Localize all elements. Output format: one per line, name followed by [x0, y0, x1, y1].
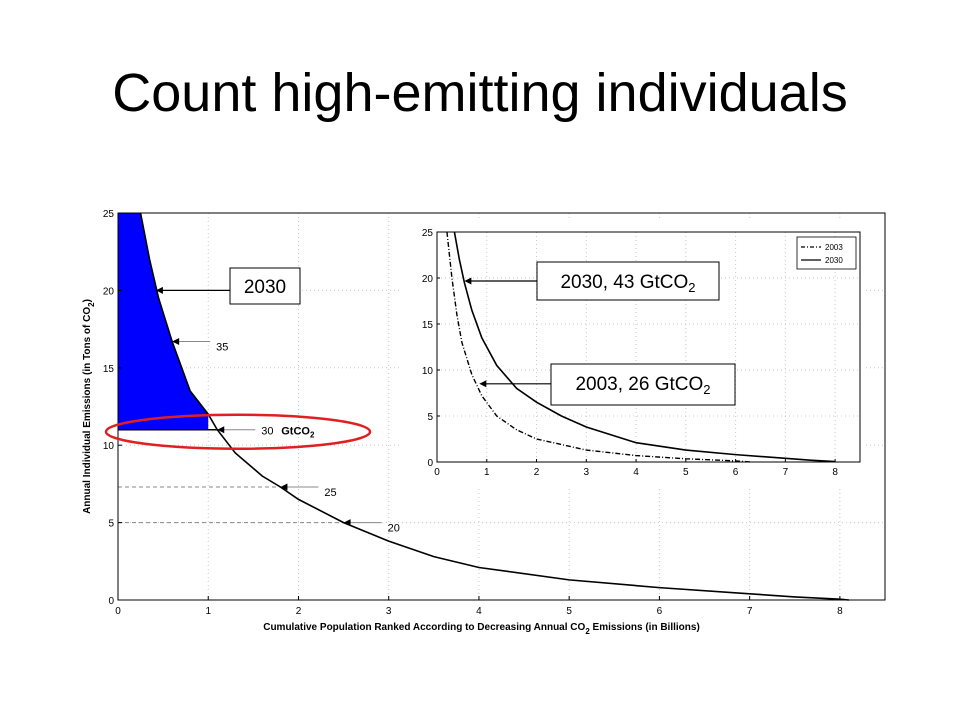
inset-ytick-label: 15 [422, 320, 434, 331]
main-xtick-label: 4 [476, 606, 482, 617]
inset-ytick-label: 0 [427, 458, 433, 469]
anno-arrowhead-30 [217, 426, 225, 434]
inset-xtick-label: 5 [683, 467, 689, 478]
main-ytick-label: 5 [108, 519, 114, 530]
main-ytick-label: 0 [108, 596, 114, 607]
inset-xtick-label: 7 [783, 467, 789, 478]
anno-label-35: 35 [216, 341, 228, 353]
main-axes-box [117, 212, 886, 601]
inset-callout-label-0: 2030, 43 GtCO2 [560, 272, 695, 295]
inset-xtick-label: 1 [484, 467, 490, 478]
main-y-axis-label: Annual Individual Emissions (in Tons of … [82, 299, 96, 514]
main-xtick-label: 5 [566, 606, 572, 617]
main-ytick-label: 15 [103, 364, 115, 375]
inset-ytick-label: 25 [422, 228, 434, 239]
main-xtick-label: 0 [115, 606, 121, 617]
main-ytick-label: 25 [103, 209, 115, 220]
main-series-line [139, 212, 849, 601]
slide-title: Count high-emitting individuals [112, 63, 848, 123]
inset-chart: 0 1 2 3 4 5 6 7 8 0 5 10 15 20 25 2003 2030 2030, 43 GtCO… [400, 220, 866, 488]
inset-legend-label-2003: 2003 [825, 243, 843, 252]
anno-arrowhead-20 [343, 519, 351, 527]
anno-arrowhead-25 [280, 483, 288, 491]
inset-legend-label-2030: 2030 [825, 256, 843, 265]
inset-ytick-label: 10 [422, 366, 434, 377]
inset-callout-label-1: 2003, 26 GtCO2 [575, 374, 710, 397]
main-ytick-label: 20 [103, 286, 115, 297]
inset-ytick-label: 20 [422, 274, 434, 285]
inset-xtick-label: 6 [733, 467, 739, 478]
inset-xtick-label: 0 [434, 467, 440, 478]
main-xtick-label: 7 [747, 606, 753, 617]
inset-callout-arrowhead-0 [464, 277, 472, 285]
anno-label-30: 30 [261, 426, 273, 438]
main-xtick-label: 3 [386, 606, 392, 617]
main-xtick-label: 8 [837, 606, 843, 617]
inset-xtick-label: 2 [534, 467, 540, 478]
inset-ytick-label: 5 [427, 412, 433, 423]
inset-xtick-label: 4 [633, 467, 639, 478]
inset-legend [796, 236, 857, 270]
inset-callout-box-1 [550, 363, 736, 406]
inset-axes-box [436, 231, 861, 463]
inset-xtick-label: 3 [584, 467, 590, 478]
main-xtick-label: 2 [296, 606, 302, 617]
unit-annotation: GtCO2 [281, 426, 315, 440]
main-xtick-label: 1 [205, 606, 211, 617]
inset-callout-arrowhead-1 [479, 380, 487, 388]
main-ytick-label: 10 [103, 441, 115, 452]
inset-callout-box-0 [536, 261, 720, 301]
callout-2030-arrowhead [155, 286, 163, 294]
shaded-area-2030 [118, 213, 209, 430]
highlight-ellipse [104, 413, 372, 450]
inset-series-2030 [453, 231, 836, 463]
anno-label-25: 25 [324, 487, 336, 499]
callout-2030-box [229, 267, 301, 305]
anno-arrowhead-35 [172, 337, 180, 345]
inset-series-2003 [446, 231, 751, 463]
anno-label-20: 20 [388, 523, 400, 535]
main-xtick-label: 6 [657, 606, 663, 617]
inset-xtick-label: 8 [832, 467, 838, 478]
callout-2030-label: 2030 [244, 277, 286, 298]
main-x-axis-label: Cumulative Population Ranked According t… [263, 622, 700, 636]
